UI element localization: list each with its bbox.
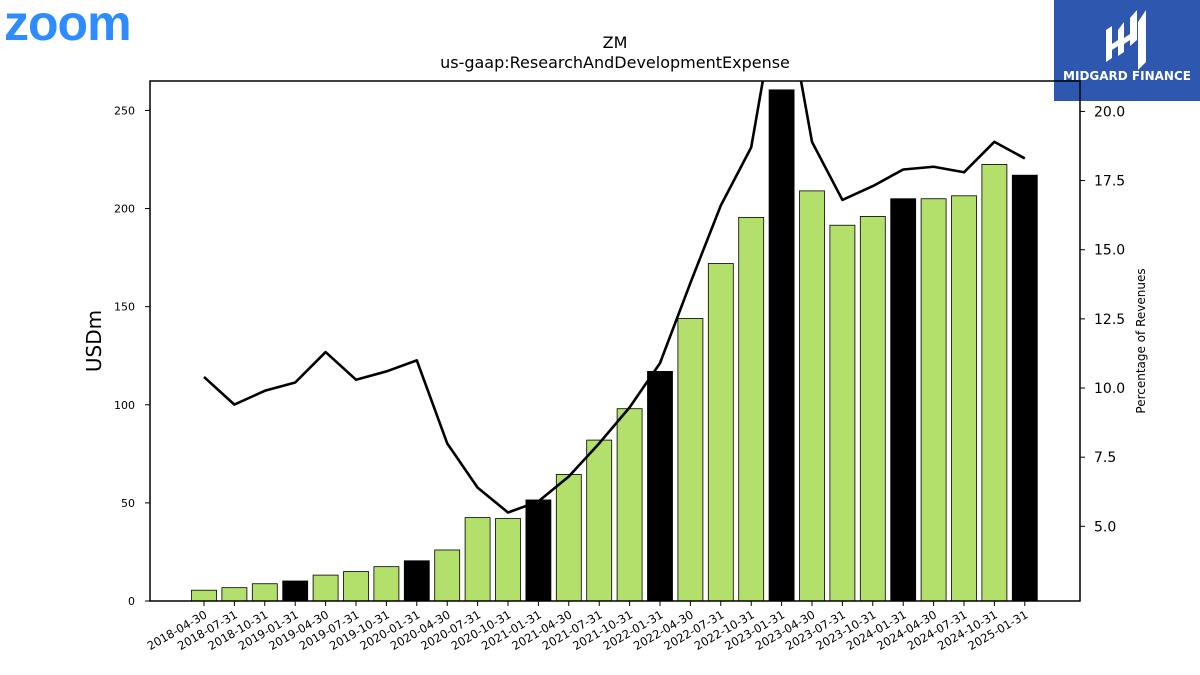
y2-axis-label: Percentage of Revenues	[1134, 268, 1148, 413]
bar	[373, 566, 400, 602]
y2-tick-label: 20.0	[1094, 104, 1125, 120]
bar	[707, 263, 734, 602]
bar	[647, 371, 673, 602]
bar	[221, 587, 248, 602]
y2-tick-label: 10.0	[1094, 381, 1125, 397]
bar	[403, 560, 430, 602]
y-tick-label: 0	[128, 595, 135, 608]
chart-title: ZM	[603, 33, 628, 52]
bar	[312, 574, 339, 602]
plot-frame	[149, 80, 1081, 602]
bar	[495, 518, 521, 602]
bar	[890, 198, 917, 602]
y-tick-label: 200	[114, 203, 135, 216]
bar	[191, 589, 217, 602]
bar	[981, 163, 1008, 602]
zoom-logo: zoom	[4, 0, 132, 51]
y-tick-label: 250	[114, 104, 135, 117]
y2-tick-label: 7.5	[1094, 450, 1116, 466]
bar	[1011, 174, 1038, 602]
bar	[282, 580, 309, 602]
bar	[586, 439, 613, 602]
bar	[738, 216, 765, 602]
bar-series	[191, 89, 1038, 602]
bar	[555, 474, 582, 602]
y-tick-label: 150	[114, 301, 135, 314]
chart-subtitle: us-gaap:ResearchAndDevelopmentExpense	[440, 53, 790, 72]
y-tick-label: 50	[121, 497, 135, 510]
bar	[920, 198, 947, 602]
midgard-brand-text: MIDGARD FINANCE	[1063, 69, 1191, 83]
midgard-finance-logo: MIDGARD FINANCE	[1054, 0, 1200, 101]
bar	[677, 318, 704, 602]
midgard-emblem-icon	[1106, 10, 1146, 70]
y-tick-label: 100	[114, 399, 135, 412]
bar	[434, 549, 461, 602]
bar	[343, 571, 369, 602]
y2-tick-label: 15.0	[1094, 243, 1125, 259]
bar	[951, 195, 977, 602]
bar	[859, 215, 886, 602]
y2-tick-label: 12.5	[1094, 312, 1125, 328]
bar	[829, 224, 856, 602]
bar	[464, 517, 491, 602]
bar	[525, 499, 552, 602]
y-axis-label: USDm	[82, 310, 106, 372]
y2-tick-label: 17.5	[1094, 174, 1125, 190]
bar	[768, 89, 795, 602]
bar	[251, 583, 278, 602]
bar	[799, 190, 825, 602]
percentage-line	[203, 81, 1026, 514]
line-series	[203, 81, 1026, 514]
y2-tick-label: 5.0	[1094, 519, 1116, 535]
bar	[616, 408, 643, 602]
